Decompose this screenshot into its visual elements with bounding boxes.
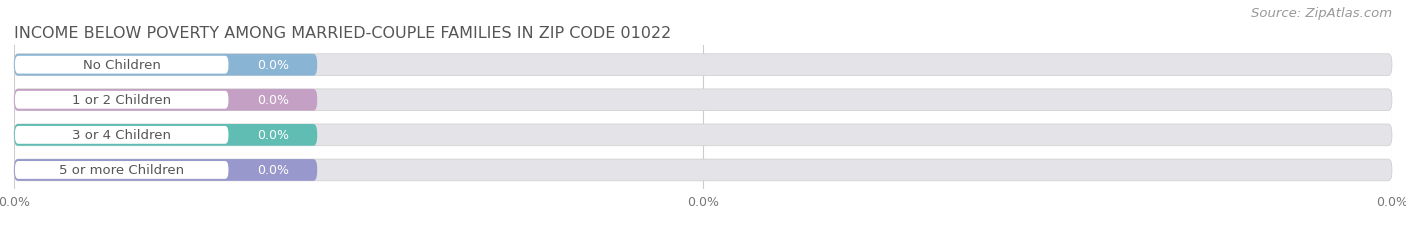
Text: 0.0%: 0.0% (257, 164, 288, 177)
Text: 5 or more Children: 5 or more Children (59, 164, 184, 177)
FancyBboxPatch shape (14, 159, 1392, 181)
FancyBboxPatch shape (14, 125, 318, 146)
FancyBboxPatch shape (15, 161, 228, 179)
FancyBboxPatch shape (15, 57, 228, 74)
FancyBboxPatch shape (14, 159, 318, 181)
FancyBboxPatch shape (14, 90, 1392, 111)
Text: No Children: No Children (83, 59, 160, 72)
Text: 3 or 4 Children: 3 or 4 Children (72, 129, 172, 142)
FancyBboxPatch shape (14, 55, 318, 76)
Text: 0.0%: 0.0% (257, 94, 288, 107)
Text: INCOME BELOW POVERTY AMONG MARRIED-COUPLE FAMILIES IN ZIP CODE 01022: INCOME BELOW POVERTY AMONG MARRIED-COUPL… (14, 26, 671, 41)
Text: 1 or 2 Children: 1 or 2 Children (72, 94, 172, 107)
FancyBboxPatch shape (15, 91, 228, 109)
Text: 0.0%: 0.0% (257, 129, 288, 142)
FancyBboxPatch shape (14, 55, 1392, 76)
FancyBboxPatch shape (15, 126, 228, 144)
Text: 0.0%: 0.0% (257, 59, 288, 72)
Text: Source: ZipAtlas.com: Source: ZipAtlas.com (1251, 7, 1392, 20)
FancyBboxPatch shape (14, 125, 1392, 146)
FancyBboxPatch shape (14, 90, 318, 111)
